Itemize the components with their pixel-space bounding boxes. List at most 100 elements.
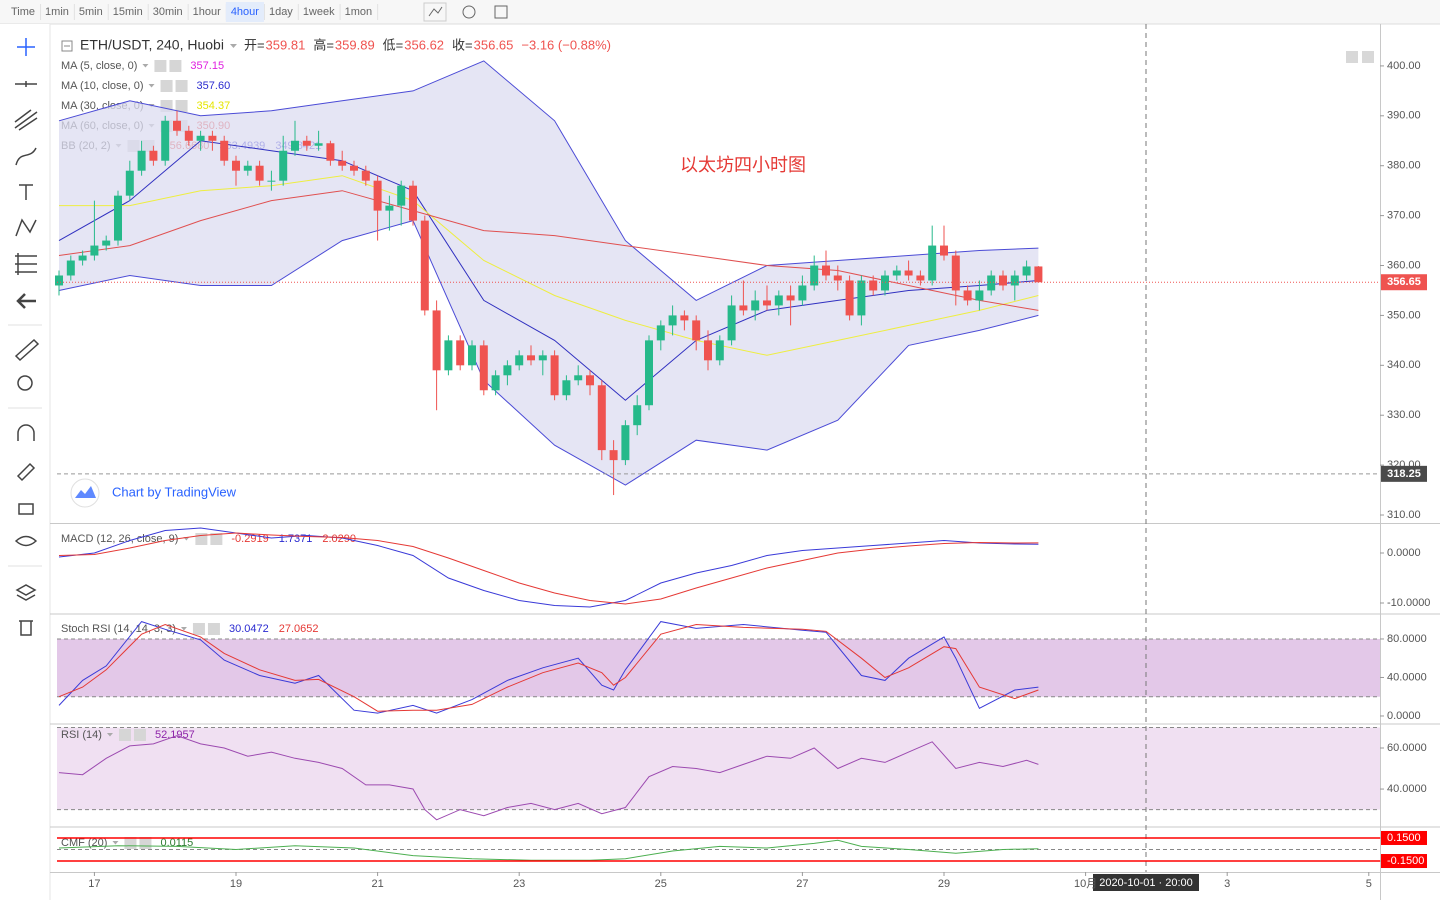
candle-body bbox=[361, 170, 370, 181]
text-tool[interactable] bbox=[19, 184, 33, 200]
interval-button[interactable]: 15min bbox=[113, 6, 143, 18]
dropdown-arrow[interactable] bbox=[180, 627, 187, 631]
indicator-name: MA (5, close, 0) bbox=[61, 60, 137, 72]
interval-button[interactable]: 30min bbox=[153, 6, 183, 18]
candle-body bbox=[291, 140, 300, 151]
measure-tool[interactable] bbox=[14, 338, 40, 362]
interval-button[interactable]: 1day bbox=[269, 6, 293, 18]
compare-button[interactable] bbox=[423, 2, 447, 22]
indicator-value: 27.0652 bbox=[279, 623, 319, 635]
delete-tool[interactable] bbox=[19, 620, 33, 636]
candle-body bbox=[125, 170, 134, 196]
candle-body bbox=[432, 310, 441, 371]
candle-body bbox=[538, 355, 547, 361]
brush-tool[interactable] bbox=[15, 147, 37, 166]
header-close: 356.65 bbox=[474, 37, 514, 52]
settings-button[interactable] bbox=[160, 80, 173, 92]
watermark[interactable]: Chart by TradingView bbox=[112, 484, 237, 499]
candle-body bbox=[184, 130, 193, 141]
horizontal-line-tool[interactable] bbox=[15, 81, 37, 87]
candle-body bbox=[633, 405, 642, 426]
interval-button[interactable]: 1hour bbox=[193, 6, 221, 18]
magnet-tool[interactable] bbox=[17, 424, 35, 441]
y-tick-label: 330.00 bbox=[1387, 409, 1421, 421]
layers-tool[interactable] bbox=[15, 584, 37, 601]
indicator-value: 2.0290 bbox=[322, 533, 356, 545]
remove-button[interactable] bbox=[210, 533, 223, 545]
settings-button[interactable] bbox=[192, 623, 205, 635]
candle-body bbox=[845, 280, 854, 316]
pattern-tool[interactable] bbox=[15, 218, 37, 237]
dropdown-arrow[interactable] bbox=[106, 733, 113, 737]
header-high: 359.89 bbox=[335, 37, 375, 52]
remove-button[interactable] bbox=[207, 623, 220, 635]
interval-button[interactable]: 1mon bbox=[345, 6, 373, 18]
dropdown-arrow[interactable] bbox=[112, 841, 119, 845]
indicator-value: 357.15 bbox=[190, 60, 224, 72]
indicator-line bbox=[59, 175, 1039, 356]
header-symbol: ETH/USDT, 240, Huobi bbox=[80, 37, 224, 53]
tradingview-logo-mark bbox=[75, 486, 96, 498]
header-low: 356.62 bbox=[404, 37, 444, 52]
candle-body bbox=[279, 150, 288, 181]
settings-button[interactable] bbox=[118, 729, 131, 741]
remove-button[interactable] bbox=[133, 729, 146, 741]
candle-body bbox=[397, 185, 406, 206]
indicator-name: MA (10, close, 0) bbox=[61, 80, 144, 92]
indicator-line bbox=[58, 735, 1039, 821]
x-tick-label: 29 bbox=[938, 878, 950, 890]
marker-price-label: 318.25 bbox=[1387, 468, 1421, 480]
visibility-tool[interactable] bbox=[14, 535, 38, 547]
interval-button[interactable]: 1min bbox=[45, 6, 69, 18]
remove-button[interactable] bbox=[175, 100, 188, 112]
candle-body bbox=[208, 135, 217, 141]
indicator-line bbox=[58, 839, 1039, 861]
interval-button[interactable]: 4hour bbox=[231, 6, 259, 18]
y-tick-label: 350.00 bbox=[1387, 309, 1421, 321]
candle-body bbox=[939, 245, 948, 256]
settings-button[interactable] bbox=[462, 5, 476, 19]
x-tick-label: 27 bbox=[796, 878, 808, 890]
candle-body bbox=[951, 255, 960, 291]
interval-button[interactable]: 1week bbox=[303, 6, 335, 18]
crosshair-tool[interactable] bbox=[17, 38, 35, 56]
dropdown-arrow[interactable] bbox=[148, 84, 155, 88]
pane-button[interactable] bbox=[1362, 51, 1374, 63]
candle-body bbox=[727, 305, 736, 341]
candle-body bbox=[574, 375, 583, 381]
settings-button[interactable] bbox=[124, 837, 137, 849]
lock-tool[interactable] bbox=[18, 503, 34, 515]
y-tick-label-bg bbox=[1381, 854, 1427, 869]
candle-body bbox=[326, 143, 335, 161]
y-tick-label: -0.1500 bbox=[1387, 855, 1424, 867]
candle-body bbox=[220, 140, 229, 161]
settings-button[interactable] bbox=[154, 60, 167, 72]
candle-body bbox=[880, 275, 889, 291]
indicator-name: MACD (12, 26, close, 9) bbox=[61, 533, 178, 545]
candle-body bbox=[78, 255, 87, 261]
remove-button[interactable] bbox=[175, 80, 188, 92]
candle-body bbox=[456, 340, 465, 366]
header-high-label: 高= bbox=[313, 37, 334, 52]
fib-tool[interactable] bbox=[15, 253, 37, 275]
fullscreen-button[interactable] bbox=[494, 5, 508, 19]
interval-button[interactable]: 5min bbox=[79, 6, 103, 18]
collapse-button[interactable] bbox=[61, 40, 73, 52]
stay-drawing-tool[interactable] bbox=[16, 462, 36, 482]
candle-body bbox=[350, 165, 359, 171]
candle-body bbox=[409, 185, 418, 221]
trend-line-tool[interactable] bbox=[14, 109, 38, 131]
candle-body bbox=[255, 165, 264, 181]
interval-button[interactable]: Time bbox=[11, 6, 35, 18]
candle-body bbox=[928, 245, 937, 281]
remove-button[interactable] bbox=[169, 60, 182, 72]
candle-body bbox=[609, 450, 618, 461]
zoom-tool[interactable] bbox=[17, 375, 33, 391]
pane-button[interactable] bbox=[1346, 51, 1358, 63]
remove-button[interactable] bbox=[139, 837, 152, 849]
indicator-line bbox=[58, 527, 1039, 608]
dropdown-arrow[interactable] bbox=[142, 64, 149, 68]
candle-body bbox=[975, 290, 984, 301]
back-tool[interactable] bbox=[16, 293, 36, 309]
